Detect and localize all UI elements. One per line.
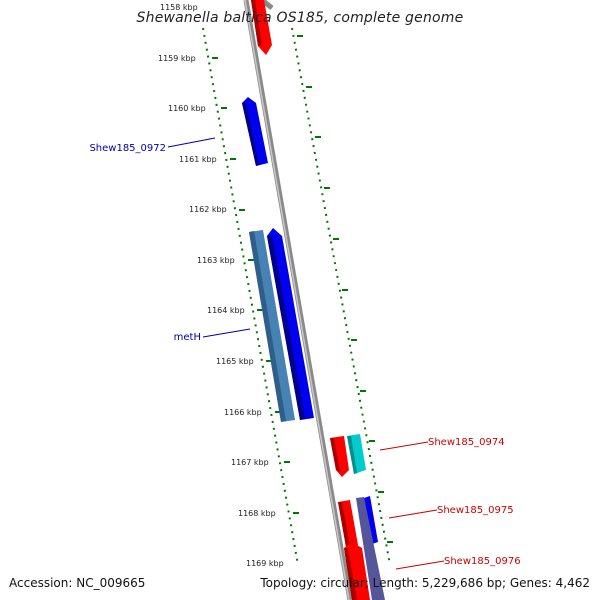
tick-label: 1165 kbp [216, 357, 254, 366]
gene-label-meth: metH [174, 332, 201, 343]
tick-label: 1158 kbp [160, 3, 198, 12]
tick-label: 1159 kbp [158, 54, 196, 63]
gene-meth[interactable] [249, 230, 295, 422]
gene-cyan[interactable] [347, 434, 366, 474]
gene-shew185-0972[interactable] [242, 97, 268, 166]
gene-slate[interactable] [356, 497, 385, 600]
gene-shew185-0975[interactable] [338, 500, 358, 547]
right-major-ticks [297, 35, 393, 543]
left-major-ticks [212, 57, 299, 514]
right-ruler-track [291, 27, 391, 566]
tick-label: 1168 kbp [238, 509, 276, 518]
page-title: Shewanella baltica OS185, complete genom… [136, 10, 464, 26]
tick-label: 1166 kbp [224, 408, 262, 417]
gene-label-shew185-0974: Shew185_0974 [428, 437, 505, 448]
accession-text: Accession: NC_009665 [9, 576, 146, 590]
tick-label: 1169 kbp [246, 559, 284, 568]
gene-blue-small[interactable] [364, 496, 378, 544]
tick-label: 1160 kbp [168, 104, 206, 113]
gene-label-shew185-0972: Shew185_0972 [89, 143, 166, 154]
gene-shew185-0974[interactable] [330, 436, 349, 477]
tick-label: 1163 kbp [197, 256, 235, 265]
tick-label: 1167 kbp [231, 458, 269, 467]
label-leaders [167, 137, 445, 570]
gene-red-top[interactable] [251, 0, 272, 55]
tick-label: 1164 kbp [207, 306, 245, 315]
gene-blue-long[interactable] [267, 228, 314, 420]
tick-label: 1161 kbp [179, 155, 217, 164]
gene-shew185-0976[interactable] [344, 542, 370, 600]
tick-label: 1162 kbp [189, 205, 227, 214]
tick-labels: 1158 kbp 1159 kbp 1160 kbp 1161 kbp 1162… [158, 3, 284, 568]
gene-label-shew185-0975: Shew185_0975 [437, 505, 514, 516]
gene-label-shew185-0976: Shew185_0976 [444, 556, 521, 567]
gene-labels: Shew185_0972 metH Shew185_0974 Shew185_0… [89, 143, 520, 567]
topology-text: Topology: circular; Length: 5,229,686 bp… [260, 576, 590, 590]
